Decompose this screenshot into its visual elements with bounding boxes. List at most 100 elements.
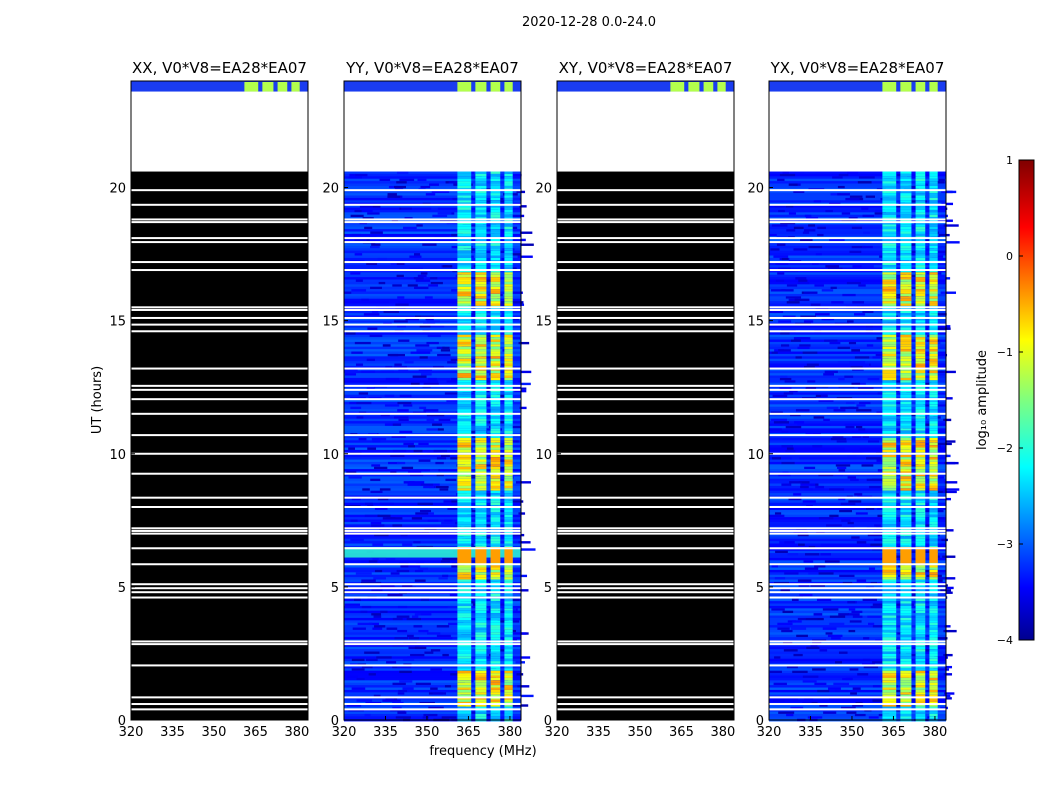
flagged-row: [131, 308, 308, 311]
rfi-strip: [900, 521, 912, 525]
heatmap-speckle: [792, 620, 802, 623]
rfi-strip: [490, 226, 501, 230]
rfi-strip: [900, 176, 912, 180]
rfi-strip: [900, 289, 912, 292]
heatmap-speckle: [417, 613, 432, 616]
rfi-strip: [929, 651, 938, 655]
rfi-strip: [490, 373, 501, 376]
heatmap-speckle: [788, 497, 802, 501]
heatmap-speckle: [515, 481, 531, 484]
rfi-strip: [929, 255, 938, 259]
heatmap-speckle: [392, 423, 402, 426]
heatmap-speckle: [430, 469, 439, 472]
rfi-strip: [490, 488, 501, 492]
rfi-hotspot: [929, 546, 938, 563]
rfi-strip: [475, 665, 487, 669]
rfi-strip: [915, 485, 926, 489]
heatmap-row: [344, 298, 521, 302]
rfi-strip: [915, 209, 926, 213]
heatmap-row: [344, 454, 521, 458]
heatmap-speckle: [351, 233, 362, 237]
heatmap-row: [344, 394, 521, 398]
heatmap-speckle: [845, 425, 855, 429]
heatmap-row: [769, 603, 946, 607]
rfi-strip: [915, 613, 926, 616]
rfi-strip: [457, 272, 472, 276]
rfi-strip: [490, 296, 501, 300]
heatmap-speckle: [800, 238, 813, 242]
rfi-strip: [475, 363, 487, 367]
rfi-strip: [915, 653, 926, 657]
rfi-strip: [882, 485, 897, 489]
rfi-strip: [490, 219, 501, 223]
rfi-strip: [900, 461, 912, 465]
rfi-strip: [900, 565, 912, 568]
rfi-strip: [490, 473, 501, 477]
top-strip-rfi: [475, 82, 487, 92]
flagged-row: [344, 708, 521, 711]
rfi-strip: [490, 574, 501, 578]
heatmap-speckle: [392, 682, 406, 686]
rfi-strip: [504, 255, 513, 259]
rfi-strip: [929, 687, 938, 691]
rfi-strip: [900, 685, 912, 688]
rfi-strip: [915, 464, 926, 468]
rfi-strip: [504, 464, 513, 468]
rfi-strip: [900, 485, 912, 489]
rfi-strip: [490, 509, 501, 513]
rfi-strip: [915, 706, 926, 710]
rfi-strip: [457, 418, 472, 422]
heatmap-row: [769, 533, 946, 537]
rfi-strip: [504, 622, 513, 626]
heatmap-speckle: [796, 634, 808, 638]
heatmap-speckle: [425, 317, 434, 321]
heatmap-speckle: [779, 387, 792, 390]
panel-frame: [768, 80, 947, 721]
rfi-strip: [929, 574, 938, 578]
heatmap-speckle: [848, 217, 858, 220]
rfi-strip: [929, 389, 938, 393]
rfi-strip: [882, 219, 897, 223]
flagged-row: [131, 527, 308, 530]
rfi-strip: [900, 413, 912, 417]
heatmap-speckle: [780, 332, 790, 335]
rfi-strip: [900, 514, 912, 518]
rfi-strip: [457, 313, 472, 316]
heatmap-speckle: [380, 610, 388, 614]
rfi-strip: [882, 481, 897, 484]
flagged-row: [769, 452, 946, 455]
rfi-strip: [900, 349, 912, 352]
rfi-strip: [504, 200, 513, 204]
rfi-strip: [457, 332, 472, 336]
heatmap-speckle: [771, 608, 785, 611]
heatmap-speckle: [778, 267, 791, 270]
heatmap-speckle: [830, 286, 837, 290]
heatmap-speckle: [856, 541, 867, 544]
rfi-strip: [882, 341, 897, 345]
heatmap-speckle: [492, 680, 508, 683]
rfi-strip: [490, 500, 501, 504]
rfi-strip: [504, 171, 513, 175]
heatmap-row: [769, 315, 946, 319]
heatmap-speckle: [945, 440, 956, 443]
heatmap-row: [344, 627, 521, 631]
rfi-strip: [915, 185, 926, 189]
heatmap-speckle: [931, 313, 947, 316]
heatmap-speckle: [783, 392, 794, 395]
top-strip-rfi: [244, 82, 259, 92]
rfi-strip: [882, 178, 897, 182]
heatmap-row: [769, 267, 946, 271]
rfi-strip: [929, 277, 938, 280]
heatmap-speckle: [797, 579, 812, 582]
rfi-strip: [915, 399, 926, 403]
heatmap-row: [344, 533, 521, 537]
heatmap-speckle: [415, 512, 429, 515]
rfi-strip: [915, 584, 926, 588]
heatmap-speckle: [877, 514, 886, 518]
heatmap-speckle: [480, 490, 494, 494]
flagged-row: [769, 708, 946, 711]
flagged-row: [557, 316, 734, 319]
heatmap-speckle: [403, 421, 415, 424]
missing-data-gap: [557, 91, 734, 172]
heatmap-speckle: [368, 560, 378, 563]
